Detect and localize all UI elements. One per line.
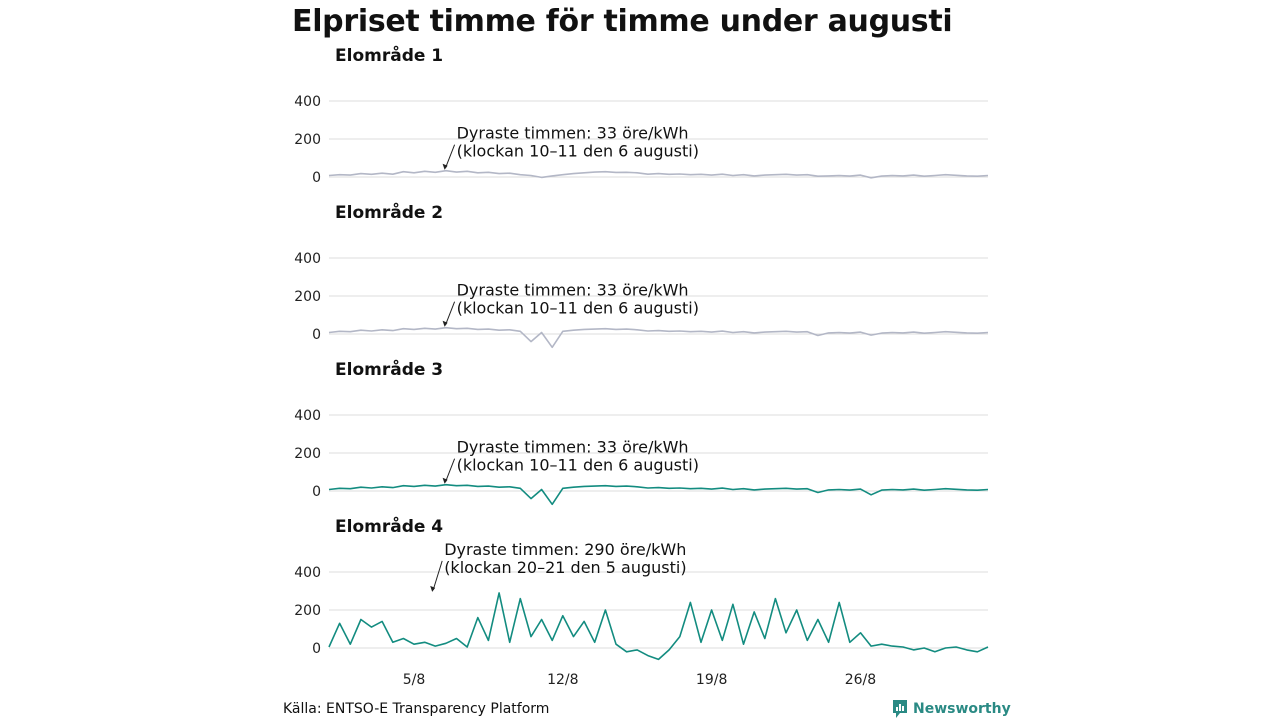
y-tick-label: 400 [294,565,321,581]
annotation-arrowhead [442,163,448,170]
annotation-line2: (klockan 10–11 den 6 augusti) [457,142,699,161]
y-tick-label: 200 [294,132,321,148]
annotation-line2: (klockan 20–21 den 5 augusti) [444,558,686,577]
annotation-line2: (klockan 10–11 den 6 augusti) [457,299,699,318]
annotation-arrowhead [430,585,436,592]
annotation-arrowhead [442,320,448,327]
panel-title: Elområde 1 [335,44,443,66]
chart-title: Elpriset timme för timme under augusti [292,4,953,39]
annotation-line1: Dyraste timmen: 290 öre/kWh [444,540,686,559]
x-tick-label: 5/8 [403,672,426,688]
y-tick-label: 0 [312,170,321,186]
annotation-arrow [432,560,443,591]
panel-title: Elområde 3 [335,358,443,380]
y-tick-label: 400 [294,408,321,424]
annotation-line2: (klockan 10–11 den 6 augusti) [457,456,699,475]
series-line [328,483,989,506]
annotation-line1: Dyraste timmen: 33 öre/kWh [457,281,689,300]
y-tick-label: 0 [312,641,321,657]
y-tick-label: 0 [312,327,321,343]
x-tick-label: 26/8 [845,672,876,688]
annotation-line1: Dyraste timmen: 33 öre/kWh [457,438,689,457]
panel-title: Elområde 4 [335,515,443,537]
series-line [328,169,989,179]
brand-name: Newsworthy [913,701,1011,717]
series-line [328,326,989,349]
x-tick-label: 12/8 [547,672,578,688]
source-note: Källa: ENTSO-E Transparency Platform [283,701,550,717]
y-tick-label: 200 [294,603,321,619]
y-tick-label: 0 [312,484,321,500]
annotation-line1: Dyraste timmen: 33 öre/kWh [457,124,689,143]
y-tick-label: 200 [294,289,321,305]
x-tick-label: 19/8 [696,672,727,688]
annotation-arrow [445,301,456,325]
panel-title: Elområde 2 [335,201,443,223]
y-tick-label: 400 [294,251,321,267]
annotation-arrow [445,144,456,168]
y-tick-label: 400 [294,94,321,110]
series-line [328,592,989,661]
annotation-arrowhead [442,477,448,484]
brand: Newsworthy [891,699,1011,719]
newsworthy-logo-icon [893,700,907,718]
annotation-arrow [445,458,456,482]
y-tick-label: 200 [294,446,321,462]
